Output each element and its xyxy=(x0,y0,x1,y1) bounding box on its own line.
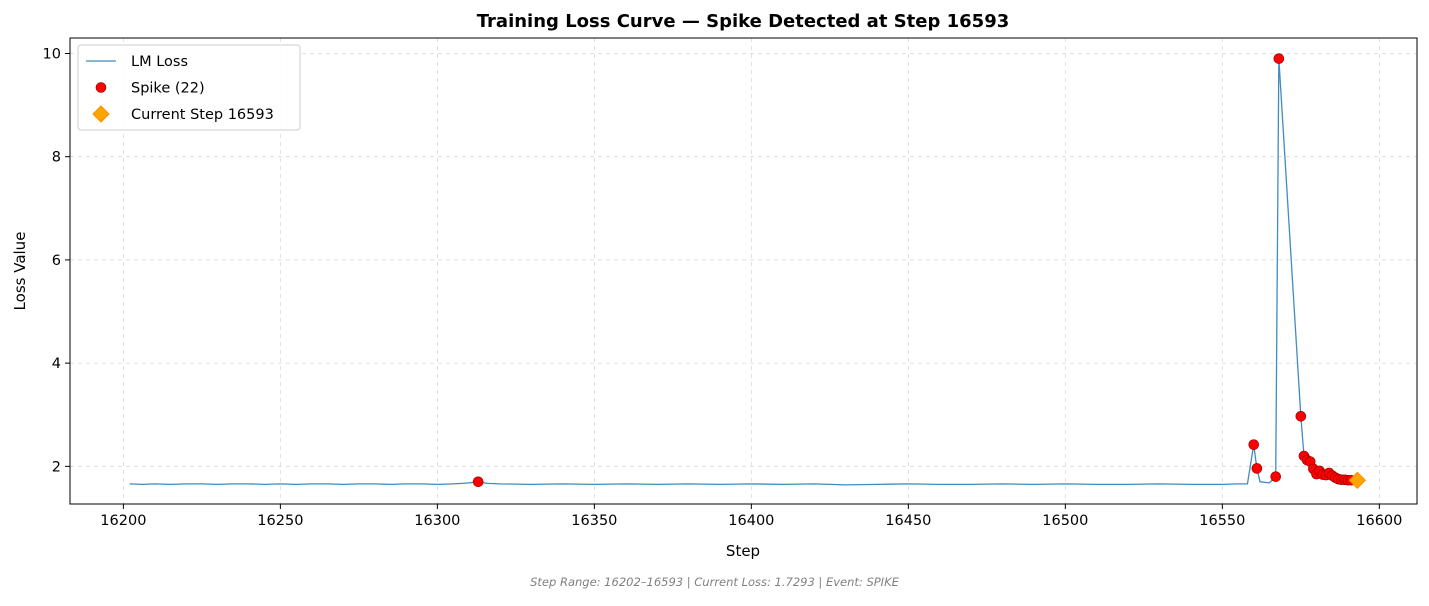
legend-box xyxy=(77,44,301,131)
legend-label: Spike (22) xyxy=(131,81,205,97)
x-tick-label: 16300 xyxy=(414,513,460,529)
chart-title: Training Loss Curve — Spike Detected at … xyxy=(477,11,1010,32)
x-tick-label: 16500 xyxy=(1042,513,1088,529)
spike-point xyxy=(1270,471,1282,482)
x-tick-label: 16450 xyxy=(885,513,931,529)
y-tick-label: 6 xyxy=(52,253,61,269)
loss-line xyxy=(129,57,1358,486)
grid-lines xyxy=(70,38,1417,504)
x-tick-label: 16200 xyxy=(100,513,146,529)
legend-circle-key xyxy=(95,82,107,93)
plot-frame xyxy=(69,37,1418,505)
spike-point xyxy=(472,476,484,488)
x-axis-ticks: 16200 16250 16300 16350 16400 16450 16500 16550… xyxy=(100,504,1402,529)
legend: LM Loss Spike (22) Current Step 16593 xyxy=(77,44,301,131)
series-layer xyxy=(129,53,1367,490)
x-axis-label: Step xyxy=(726,542,760,560)
spike-point xyxy=(1248,439,1260,450)
legend-label: Current Step 16593 xyxy=(131,107,274,123)
current-step-marker xyxy=(1348,471,1367,490)
y-axis-ticks: 2 4 6 8 10 xyxy=(43,46,70,475)
x-tick-label: 16350 xyxy=(571,513,617,529)
x-tick-label: 16550 xyxy=(1199,513,1245,529)
y-tick-label: 2 xyxy=(52,459,61,475)
x-tick-label: 16250 xyxy=(257,513,303,529)
x-tick-label: 16400 xyxy=(728,513,774,529)
spike-point xyxy=(1251,463,1263,474)
legend-label: LM Loss xyxy=(131,54,188,70)
spike-point xyxy=(1295,410,1307,422)
y-tick-label: 10 xyxy=(43,46,61,62)
spike-point xyxy=(1273,53,1285,64)
x-tick-label: 16600 xyxy=(1356,513,1402,529)
legend-diamond-key xyxy=(92,105,110,123)
footer-note: Step Range: 16202–16593 | Current Loss: … xyxy=(530,575,899,589)
y-tick-label: 8 xyxy=(52,150,61,166)
y-tick-label: 4 xyxy=(52,356,61,372)
y-axis-label: Loss Value xyxy=(11,232,29,311)
